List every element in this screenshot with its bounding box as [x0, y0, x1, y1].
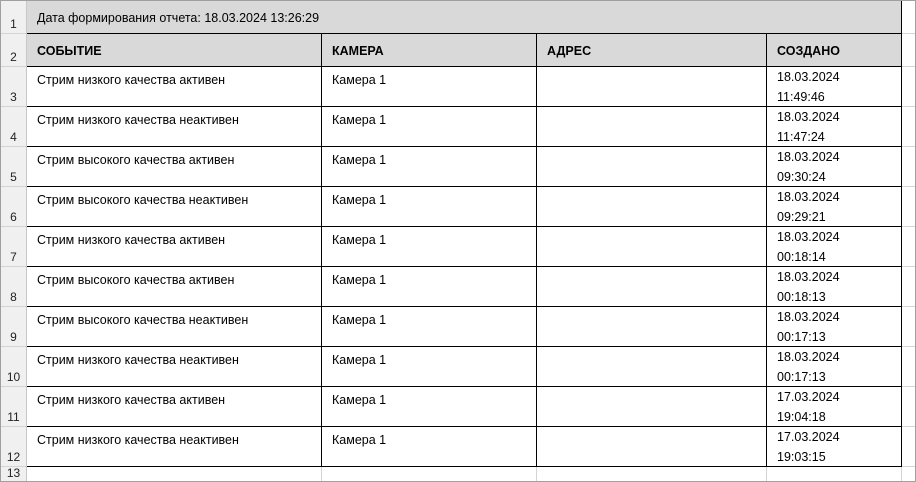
cell[interactable]	[902, 1, 915, 34]
cell[interactable]	[902, 307, 915, 347]
row-header[interactable]: 8	[1, 267, 27, 307]
created-cell[interactable]: 18.03.2024 00:17:13	[767, 347, 902, 387]
created-time: 00:17:13	[777, 330, 826, 344]
cell[interactable]	[27, 467, 322, 481]
created-cell[interactable]: 18.03.2024 11:47:24	[767, 107, 902, 147]
cell[interactable]	[902, 427, 915, 467]
event-cell[interactable]: Стрим низкого качества активен	[27, 227, 322, 267]
cell[interactable]	[902, 187, 915, 227]
row-header[interactable]: 13	[1, 466, 27, 481]
created-date: 18.03.2024	[777, 230, 840, 244]
address-cell[interactable]	[537, 427, 767, 467]
cell[interactable]	[902, 107, 915, 147]
row-header[interactable]: 12	[1, 427, 27, 467]
cell[interactable]	[902, 34, 915, 67]
created-time: 09:29:21	[777, 210, 826, 224]
address-cell[interactable]	[537, 67, 767, 107]
camera-cell[interactable]: Камера 1	[322, 67, 537, 107]
camera-cell[interactable]: Камера 1	[322, 147, 537, 187]
cell[interactable]	[537, 467, 767, 481]
address-cell[interactable]	[537, 307, 767, 347]
created-cell[interactable]: 17.03.2024 19:03:15	[767, 427, 902, 467]
row-header[interactable]: 5	[1, 147, 27, 187]
column-header-address[interactable]: АДРЕС	[537, 34, 767, 67]
cell[interactable]	[902, 147, 915, 187]
created-cell[interactable]: 18.03.2024 09:29:21	[767, 187, 902, 227]
created-time: 19:03:15	[777, 450, 826, 464]
created-time: 00:17:13	[777, 370, 826, 384]
cell[interactable]	[902, 267, 915, 307]
event-cell[interactable]: Стрим низкого качества неактивен	[27, 107, 322, 147]
column-header-created[interactable]: СОЗДАНО	[767, 34, 902, 67]
created-date: 18.03.2024	[777, 350, 840, 364]
created-cell[interactable]: 18.03.2024 00:18:14	[767, 227, 902, 267]
created-cell[interactable]: 17.03.2024 19:04:18	[767, 387, 902, 427]
created-time: 11:47:24	[777, 130, 825, 144]
cell[interactable]	[902, 387, 915, 427]
cell[interactable]	[902, 347, 915, 387]
camera-cell[interactable]: Камера 1	[322, 107, 537, 147]
created-cell[interactable]: 18.03.2024 00:18:13	[767, 267, 902, 307]
cell[interactable]	[902, 227, 915, 267]
camera-cell[interactable]: Камера 1	[322, 307, 537, 347]
created-date: 17.03.2024	[777, 430, 840, 444]
cell[interactable]	[767, 467, 902, 481]
created-cell[interactable]: 18.03.2024 00:17:13	[767, 307, 902, 347]
cell[interactable]	[902, 67, 915, 107]
row-header[interactable]: 11	[1, 387, 27, 427]
cell[interactable]	[902, 467, 915, 481]
event-cell[interactable]: Стрим высокого качества активен	[27, 267, 322, 307]
event-cell[interactable]: Стрим высокого качества неактивен	[27, 307, 322, 347]
created-date: 18.03.2024	[777, 150, 840, 164]
created-time: 11:49:46	[777, 90, 825, 104]
address-cell[interactable]	[537, 267, 767, 307]
created-time: 00:18:13	[777, 290, 826, 304]
camera-cell[interactable]: Камера 1	[322, 387, 537, 427]
created-date: 17.03.2024	[777, 390, 840, 404]
camera-cell[interactable]: Камера 1	[322, 227, 537, 267]
created-date: 18.03.2024	[777, 110, 840, 124]
created-date: 18.03.2024	[777, 190, 840, 204]
created-date: 18.03.2024	[777, 70, 840, 84]
camera-cell[interactable]: Камера 1	[322, 187, 537, 227]
address-cell[interactable]	[537, 387, 767, 427]
row-header[interactable]: 4	[1, 107, 27, 147]
address-cell[interactable]	[537, 347, 767, 387]
event-cell[interactable]: Стрим низкого качества неактивен	[27, 347, 322, 387]
event-cell[interactable]: Стрим высокого качества неактивен	[27, 187, 322, 227]
created-date: 18.03.2024	[777, 270, 840, 284]
created-cell[interactable]: 18.03.2024 11:49:46	[767, 67, 902, 107]
address-cell[interactable]	[537, 227, 767, 267]
column-header-camera[interactable]: КАМЕРА	[322, 34, 537, 67]
address-cell[interactable]	[537, 107, 767, 147]
row-header[interactable]: 9	[1, 307, 27, 347]
report-title[interactable]: Дата формирования отчета: 18.03.2024 13:…	[27, 1, 902, 34]
row-header[interactable]: 10	[1, 347, 27, 387]
row-header[interactable]: 3	[1, 67, 27, 107]
row-header[interactable]: 2	[1, 34, 27, 67]
row-header[interactable]: 7	[1, 227, 27, 267]
event-cell[interactable]: Стрим низкого качества активен	[27, 387, 322, 427]
camera-cell[interactable]: Камера 1	[322, 347, 537, 387]
created-cell[interactable]: 18.03.2024 09:30:24	[767, 147, 902, 187]
camera-cell[interactable]: Камера 1	[322, 267, 537, 307]
address-cell[interactable]	[537, 187, 767, 227]
camera-cell[interactable]: Камера 1	[322, 427, 537, 467]
created-date: 18.03.2024	[777, 310, 840, 324]
row-header[interactable]: 1	[1, 1, 27, 34]
event-cell[interactable]: Стрим низкого качества неактивен	[27, 427, 322, 467]
event-cell[interactable]: Стрим высокого качества активен	[27, 147, 322, 187]
event-cell[interactable]: Стрим низкого качества активен	[27, 67, 322, 107]
created-time: 09:30:24	[777, 170, 826, 184]
row-header[interactable]: 6	[1, 187, 27, 227]
created-time: 00:18:14	[777, 250, 826, 264]
created-time: 19:04:18	[777, 410, 826, 424]
address-cell[interactable]	[537, 147, 767, 187]
cell[interactable]	[322, 467, 537, 481]
column-header-event[interactable]: СОБЫТИЕ	[27, 34, 322, 67]
